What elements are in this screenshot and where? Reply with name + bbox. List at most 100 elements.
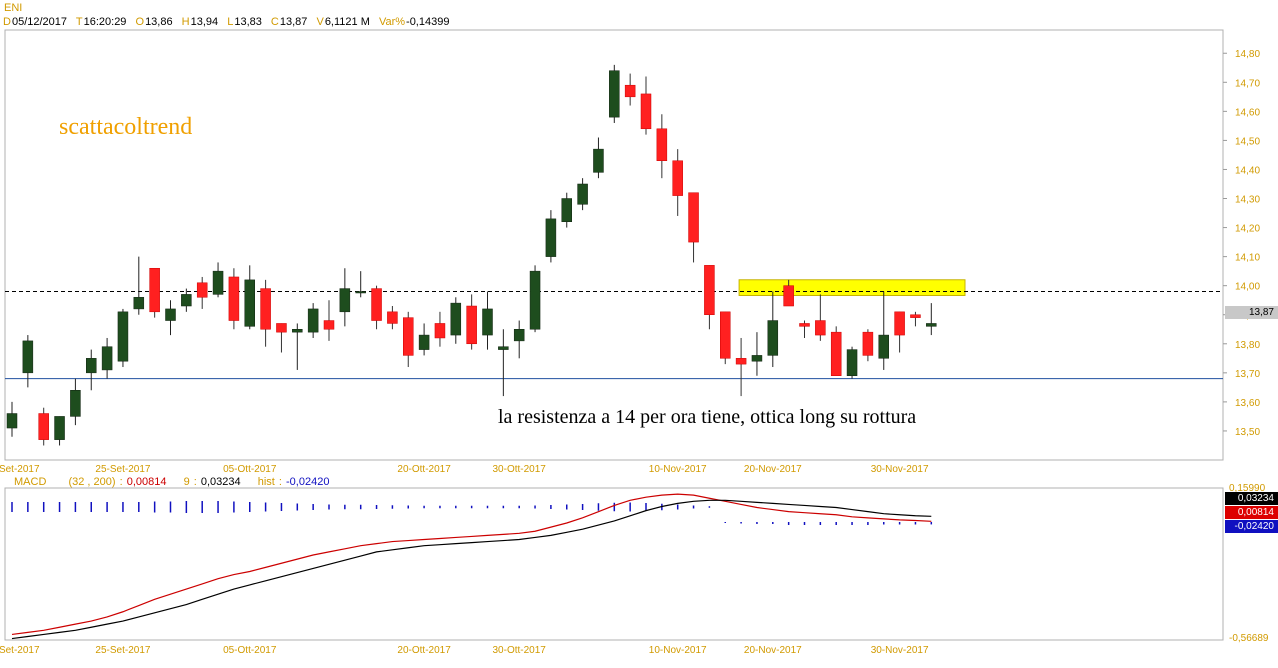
x-tick-label: 15-Set-2017 bbox=[0, 645, 40, 656]
candle bbox=[212, 262, 224, 298]
candle-body bbox=[466, 305, 477, 345]
candle-body bbox=[276, 323, 287, 333]
candle-body bbox=[450, 302, 462, 336]
candle-body bbox=[418, 334, 430, 350]
hist-label: hist bbox=[257, 476, 275, 488]
macd-tick-label: 0,15990 bbox=[1229, 483, 1266, 494]
price-panel-frame bbox=[4, 29, 1224, 461]
x-tick-label: 20-Ott-2017 bbox=[397, 464, 451, 475]
candle-body bbox=[292, 329, 303, 333]
candle-body bbox=[735, 358, 747, 365]
candle-body bbox=[688, 192, 699, 243]
var-label: Var% bbox=[378, 16, 406, 28]
candle bbox=[577, 178, 588, 211]
candle-body bbox=[894, 311, 905, 336]
candle-body bbox=[196, 282, 208, 298]
y-tick-label: 14,40 bbox=[1235, 165, 1260, 176]
candle-body bbox=[926, 323, 937, 327]
candle-body bbox=[656, 128, 668, 161]
candle-body bbox=[54, 416, 65, 440]
candle-body bbox=[260, 288, 271, 330]
x-tick-label: 20-Nov-2017 bbox=[744, 645, 802, 656]
signal-period: 9 bbox=[183, 476, 190, 488]
candle bbox=[561, 192, 572, 228]
y-tick-label: 13,70 bbox=[1235, 369, 1260, 380]
open-value: 13,86 bbox=[145, 16, 173, 28]
candle bbox=[783, 279, 794, 307]
macd-panel-frame bbox=[4, 487, 1224, 641]
candle-body bbox=[70, 390, 81, 417]
candle bbox=[704, 265, 715, 330]
candle bbox=[799, 320, 810, 338]
x-tick-label: 20-Ott-2017 bbox=[397, 645, 451, 656]
candle bbox=[244, 265, 255, 330]
candle-body bbox=[149, 267, 160, 313]
candle bbox=[371, 285, 382, 330]
candle-body bbox=[862, 331, 874, 356]
candle-body bbox=[38, 413, 49, 440]
y-tick-label: 14,50 bbox=[1235, 136, 1260, 147]
macd-series-line bbox=[11, 499, 932, 640]
candle-body bbox=[212, 270, 224, 295]
candle-body bbox=[672, 160, 683, 196]
last-price-box: 13,87 bbox=[1225, 306, 1278, 319]
candle bbox=[70, 378, 81, 426]
brand-watermark: scattacoltrend bbox=[59, 114, 193, 140]
candle-body bbox=[228, 276, 240, 321]
candle bbox=[846, 346, 858, 379]
high-value: 13,94 bbox=[190, 16, 219, 28]
candle bbox=[751, 332, 763, 376]
signal-value: 0,03234 bbox=[200, 476, 241, 488]
x-tick-label: 30-Nov-2017 bbox=[871, 645, 929, 656]
candle-body bbox=[767, 320, 779, 356]
candle-body bbox=[355, 291, 366, 294]
hist-value-box: -0,02420 bbox=[1225, 520, 1278, 533]
close-value: 13,87 bbox=[279, 16, 308, 28]
y-tick-label: 14,10 bbox=[1235, 253, 1260, 264]
signal-value-box: 0,03234 bbox=[1225, 492, 1278, 505]
x-tick-label: 25-Set-2017 bbox=[95, 464, 150, 475]
x-tick-label: 30-Ott-2017 bbox=[493, 464, 547, 475]
candle-body bbox=[704, 265, 715, 315]
candle-body bbox=[101, 346, 113, 371]
y-tick-label: 13,50 bbox=[1235, 427, 1260, 438]
macd-series-line bbox=[11, 493, 932, 636]
low-label: L bbox=[227, 16, 234, 28]
close-label: C bbox=[270, 16, 279, 28]
candle-body bbox=[513, 329, 525, 342]
candle bbox=[624, 73, 636, 106]
candle-body bbox=[339, 288, 351, 313]
candle-body bbox=[403, 317, 414, 356]
candle-body bbox=[434, 323, 446, 339]
candle-body bbox=[307, 308, 319, 333]
candle bbox=[149, 267, 160, 318]
candle bbox=[830, 326, 842, 376]
candle bbox=[355, 271, 366, 298]
candle bbox=[735, 337, 747, 397]
candle bbox=[260, 279, 271, 347]
candle-body bbox=[86, 358, 97, 374]
candle-body bbox=[498, 346, 509, 350]
x-tick-label: 15-Set-2017 bbox=[0, 464, 40, 475]
candle-body bbox=[751, 355, 763, 362]
candle-body bbox=[577, 183, 588, 205]
candle bbox=[910, 311, 921, 327]
var-value: -0,14399 bbox=[406, 16, 450, 28]
candle bbox=[38, 407, 49, 446]
candle bbox=[101, 337, 113, 379]
x-tick-label: 30-Ott-2017 bbox=[493, 645, 547, 656]
candle bbox=[22, 335, 34, 388]
analysis-note: la resistenza a 14 per ora tiene, ottica… bbox=[498, 406, 917, 428]
volume-value: 6,1121 M bbox=[324, 16, 370, 28]
y-tick-label: 14,00 bbox=[1235, 282, 1260, 293]
x-tick-label: 05-Ott-2017 bbox=[223, 645, 277, 656]
candle bbox=[878, 291, 889, 370]
candle bbox=[403, 311, 414, 368]
y-tick-label: 14,20 bbox=[1235, 224, 1260, 235]
y-tick-label: 14,70 bbox=[1235, 78, 1260, 89]
candle bbox=[6, 401, 18, 437]
candle bbox=[672, 149, 683, 216]
candle-body bbox=[561, 198, 572, 223]
candle bbox=[117, 308, 129, 368]
x-tick-label: 30-Nov-2017 bbox=[871, 464, 929, 475]
